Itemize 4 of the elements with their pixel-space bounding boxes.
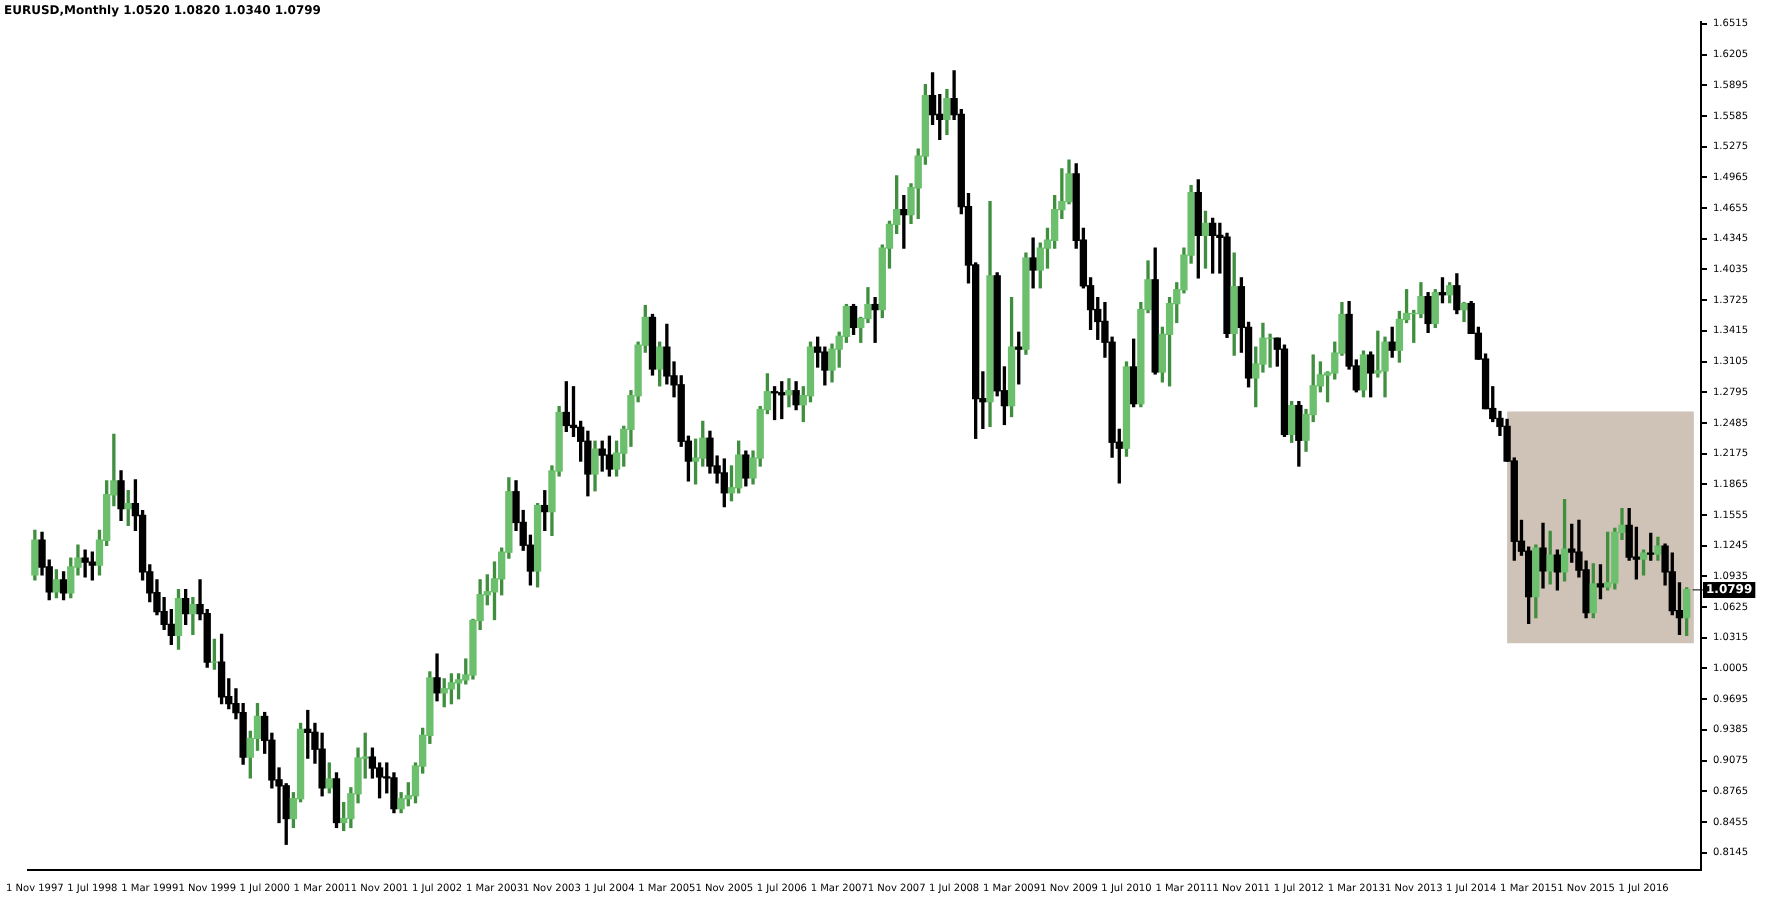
candlestick bbox=[900, 195, 908, 249]
candlestick bbox=[81, 549, 89, 578]
candlestick bbox=[785, 378, 793, 408]
candlestick bbox=[871, 297, 879, 343]
